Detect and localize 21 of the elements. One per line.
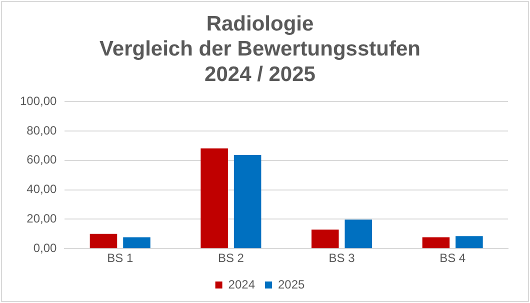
bar (90, 234, 118, 248)
y-tick-label: 20,00 (26, 212, 58, 226)
x-tick-label: BS 2 (218, 251, 244, 266)
bar (200, 148, 228, 248)
y-tick-label: 40,00 (26, 182, 58, 196)
bar (456, 236, 483, 248)
bar (312, 230, 339, 248)
y-tick-label: 0,00 (33, 240, 58, 255)
y-tick-label: 100,00 (20, 94, 58, 108)
y-tick-label: 60,00 (26, 152, 58, 167)
x-tick-label: BS 3 (328, 251, 356, 266)
y-tick-label: 80,00 (26, 123, 58, 138)
bar (422, 237, 450, 248)
bar (344, 220, 372, 248)
x-tick-label: BS 1 (107, 251, 134, 266)
chart-title: Radiologie Vergleich der Bewertungsstufen 2024 / 2025 (100, 12, 420, 86)
x-tick-label: BS 4 (440, 251, 466, 266)
bar (123, 237, 150, 248)
legend-label: 2025 (278, 277, 306, 292)
bar (234, 154, 262, 248)
legend-label: 2024 (228, 277, 256, 292)
